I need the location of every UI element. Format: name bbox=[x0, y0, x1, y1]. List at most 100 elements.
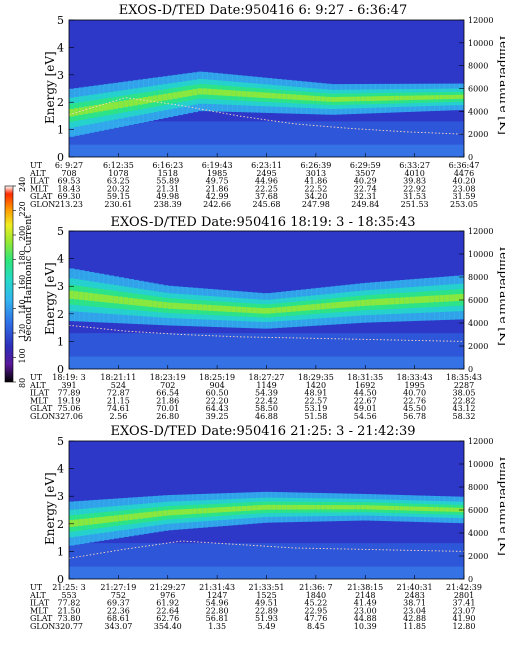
colorbar-tick-label: 160 bbox=[18, 275, 27, 290]
band-cell bbox=[157, 301, 164, 308]
y2-tick-label: 8000 bbox=[468, 483, 488, 492]
ephem-cell: 21:29:27 bbox=[150, 583, 186, 592]
ephem-cell: 213.23 bbox=[55, 200, 83, 209]
band-cell bbox=[172, 509, 179, 516]
band-cell bbox=[256, 92, 263, 98]
band-cell bbox=[434, 95, 440, 100]
ephem-row-label: ALT bbox=[29, 381, 46, 390]
ephem-cell: 8.45 bbox=[307, 622, 325, 631]
y2-tick-label: 10000 bbox=[468, 460, 493, 469]
band-cell bbox=[345, 505, 352, 510]
band-cell bbox=[241, 306, 248, 313]
ephem-cell: 22.74 bbox=[354, 184, 377, 193]
band-cell bbox=[113, 296, 119, 304]
ephem-cell: 2287 bbox=[454, 381, 474, 390]
band-cell bbox=[330, 97, 337, 102]
band-cell bbox=[301, 95, 307, 101]
ephem-cell: 22.52 bbox=[304, 184, 327, 193]
ephem-cell: 77.89 bbox=[58, 389, 81, 398]
band-cell bbox=[69, 108, 75, 117]
band-cell bbox=[409, 506, 416, 511]
band-cell bbox=[449, 294, 455, 302]
ephem-cell: 22.57 bbox=[304, 396, 327, 405]
ephem-cell: 56.78 bbox=[403, 412, 426, 421]
ephem-cell: 6:26:39 bbox=[300, 161, 331, 170]
colorbar-tick-label: 200 bbox=[18, 226, 27, 241]
ephem-cell: 21:36: 7 bbox=[299, 583, 332, 592]
band-cell bbox=[424, 295, 431, 303]
y-axis-label: Energy [eV] bbox=[43, 262, 57, 335]
ephem-cell: 21.86 bbox=[156, 396, 179, 405]
ephem-cell: 22.42 bbox=[255, 396, 278, 405]
band-cell bbox=[335, 96, 342, 102]
band-cell bbox=[261, 308, 268, 314]
band-cell bbox=[73, 108, 80, 116]
panel-title: EXOS-D/TED Date:950416 21:25: 3 - 21:42:… bbox=[111, 424, 416, 439]
ephem-row-label: MLT bbox=[30, 396, 49, 405]
band-cell bbox=[222, 305, 228, 312]
ephem-row-label: ALT bbox=[29, 591, 46, 600]
band-cell bbox=[118, 296, 124, 304]
ephem-row-label: ILAT bbox=[30, 599, 50, 608]
band-cell bbox=[192, 89, 198, 96]
ephem-cell: 904 bbox=[209, 381, 224, 390]
band-cell bbox=[340, 301, 347, 308]
y-tick-label: 0 bbox=[57, 151, 64, 164]
ephem-cell: 2.56 bbox=[109, 412, 127, 421]
band-cell bbox=[419, 506, 426, 511]
ephem-cell: 22.95 bbox=[304, 606, 327, 615]
ephem-cell: 37.68 bbox=[255, 192, 278, 201]
ephem-cell: 51.58 bbox=[304, 412, 327, 421]
y-tick-label: 2 bbox=[57, 308, 64, 321]
ephem-row-label: GLON bbox=[30, 200, 55, 209]
ephem-cell: 18:35:43 bbox=[446, 373, 482, 382]
ephem-cell: 18:29:35 bbox=[298, 373, 334, 382]
ephem-cell: 31.53 bbox=[403, 192, 426, 201]
panel-1: EXOS-D/TED Date:950416 6: 9:27 - 6:36:47… bbox=[29, 3, 505, 209]
panel-2: EXOS-D/TED Date:950416 18:19: 3 - 18:35:… bbox=[29, 215, 505, 421]
band-cell bbox=[399, 297, 406, 304]
band-cell bbox=[419, 296, 426, 303]
band-cell bbox=[212, 89, 218, 96]
ephem-cell: 69.53 bbox=[58, 177, 81, 186]
band-cell bbox=[93, 105, 100, 113]
y-tick-label: 5 bbox=[57, 225, 64, 238]
band-cell bbox=[98, 294, 105, 302]
y2-tick-label: 6000 bbox=[468, 506, 488, 515]
band-cell bbox=[88, 293, 95, 301]
ephem-cell: 18:23:19 bbox=[150, 373, 186, 382]
ephem-cell: 59.15 bbox=[107, 192, 130, 201]
ephem-cell: 31.59 bbox=[453, 192, 476, 201]
ephem-cell: 21.86 bbox=[206, 184, 229, 193]
ephem-cell: 21.15 bbox=[107, 396, 130, 405]
ephem-cell: 21:40:31 bbox=[397, 583, 433, 592]
band-cell bbox=[350, 300, 356, 307]
band-cell bbox=[78, 291, 85, 300]
ephem-cell: 6: 9:27 bbox=[55, 161, 83, 170]
band-cell bbox=[227, 306, 233, 312]
ephem-cell: 2483 bbox=[404, 591, 424, 600]
band-cell bbox=[414, 506, 421, 511]
ephem-cell: 3507 bbox=[355, 169, 375, 178]
ephem-cell: 391 bbox=[61, 381, 76, 390]
y2-tick-label: 6000 bbox=[468, 85, 488, 94]
band-cell bbox=[439, 295, 445, 302]
ephem-cell: 21.31 bbox=[156, 184, 179, 193]
ephem-cell: 19.19 bbox=[58, 396, 81, 405]
band-cell bbox=[429, 507, 435, 512]
band-cell bbox=[424, 95, 431, 100]
band-cell bbox=[360, 299, 366, 307]
band-cell bbox=[182, 509, 189, 515]
ephem-cell: 343.07 bbox=[104, 622, 132, 631]
band-cell bbox=[330, 302, 337, 309]
band-cell bbox=[380, 96, 386, 101]
ephem-cell: 22.20 bbox=[206, 396, 229, 405]
ephem-cell: 70.01 bbox=[156, 404, 179, 413]
band-cell bbox=[236, 90, 243, 97]
band-cell bbox=[454, 507, 460, 512]
colorbar-tick-label: 140 bbox=[18, 299, 27, 314]
band-cell bbox=[231, 306, 238, 313]
ephem-cell: 1247 bbox=[207, 591, 227, 600]
ephem-cell: 47.76 bbox=[304, 614, 327, 623]
band-cell bbox=[281, 93, 287, 100]
